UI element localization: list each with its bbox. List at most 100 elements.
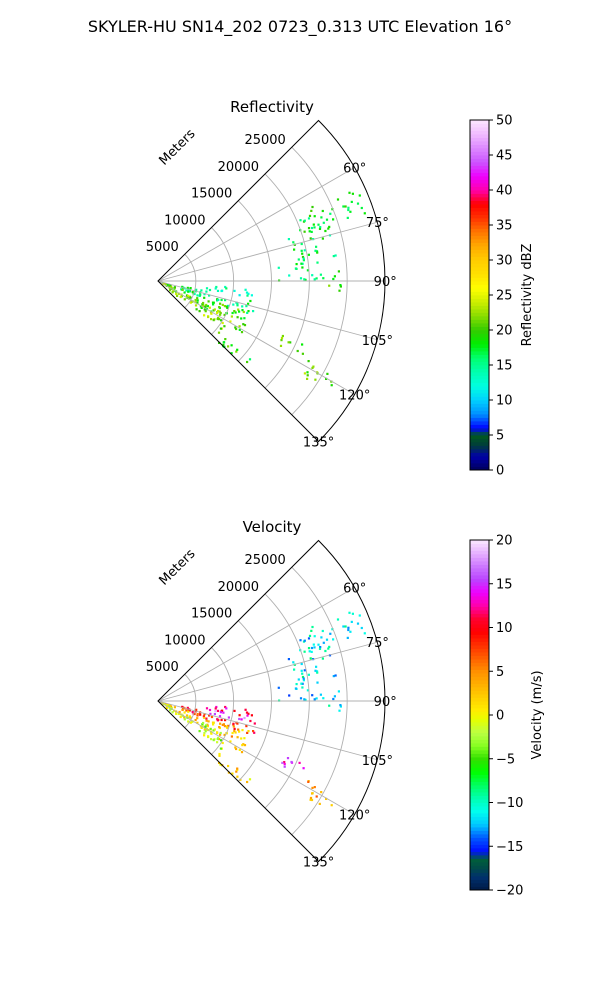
velocity-echo-gate xyxy=(236,768,239,771)
velocity-radial-tick-label: 15000 xyxy=(191,607,232,622)
velocity-echo-gate xyxy=(288,694,291,697)
velocity-echo-gate xyxy=(298,761,301,764)
velocity-colorbar-tick-label: 0 xyxy=(496,709,504,724)
velocity-echo-gate xyxy=(196,717,199,720)
velocity-echo-gate xyxy=(221,723,224,726)
reflectivity-colorbar-segment xyxy=(470,375,489,380)
velocity-echo-gate xyxy=(306,689,309,692)
reflectivity-echo-gate xyxy=(287,238,290,241)
reflectivity-echo-gate xyxy=(214,287,217,290)
reflectivity-colorbar-segment xyxy=(470,211,489,215)
reflectivity-echo-gate xyxy=(332,218,335,221)
reflectivity-colorbar-segment xyxy=(470,414,489,418)
velocity-colorbar-segment xyxy=(470,554,489,558)
reflectivity-colorbar-segment xyxy=(470,372,489,376)
velocity-echo-gate xyxy=(307,637,311,640)
velocity-colorbar-segment xyxy=(470,743,489,747)
velocity-echo-gate xyxy=(183,716,186,719)
reflectivity-colorbar-segment xyxy=(470,386,489,390)
reflectivity-echo-gate xyxy=(307,227,311,230)
reflectivity-echo-gate xyxy=(195,308,198,311)
reflectivity-echo-gate xyxy=(205,287,209,290)
reflectivity-echo-gate xyxy=(233,310,236,313)
reflectivity-echo-gate xyxy=(246,360,249,364)
velocity-echo-gate xyxy=(203,734,206,737)
velocity-echo-gate xyxy=(187,720,190,723)
velocity-echo-gate xyxy=(283,763,286,766)
velocity-echo-gate xyxy=(227,764,230,768)
reflectivity-echo-gate xyxy=(299,219,302,222)
velocity-colorbar-segment xyxy=(470,827,489,831)
reflectivity-colorbar-segment xyxy=(470,337,489,341)
velocity-echo-gate xyxy=(307,673,310,676)
reflectivity-colorbar-segment xyxy=(470,130,489,135)
velocity-colorbar-segment xyxy=(470,610,489,614)
reflectivity-azimuth-spoke xyxy=(157,280,355,395)
reflectivity-echo-gate xyxy=(245,291,249,294)
reflectivity-echo-gate xyxy=(227,345,230,348)
reflectivity-echo-gate xyxy=(312,365,315,368)
reflectivity-echo-gate xyxy=(249,299,252,303)
reflectivity-echo-gate xyxy=(314,249,317,252)
velocity-azimuth-tick-label: 90° xyxy=(374,695,397,710)
velocity-colorbar-segment xyxy=(470,568,489,572)
reflectivity-colorbar-segment xyxy=(470,344,489,348)
reflectivity-echo-gate xyxy=(310,226,314,230)
velocity-echo-gate xyxy=(322,697,325,700)
reflectivity-colorbar-segment xyxy=(470,277,489,282)
reflectivity-echo-gate xyxy=(212,303,215,306)
velocity-colorbar-segment xyxy=(470,746,489,751)
velocity-echo-gate xyxy=(209,727,212,730)
velocity-echo-gate xyxy=(220,718,223,722)
velocity-echo-gate xyxy=(193,712,196,716)
reflectivity-colorbar-segment xyxy=(470,312,489,317)
reflectivity-echo-gate xyxy=(301,352,304,355)
reflectivity-colorbar-segment xyxy=(470,260,489,264)
reflectivity-echo-gate xyxy=(325,218,329,221)
velocity-echo-gate xyxy=(324,649,327,653)
reflectivity-echo-gate xyxy=(339,284,342,287)
reflectivity-echo-gate xyxy=(280,336,284,340)
reflectivity-echo-gate xyxy=(220,319,223,322)
reflectivity-echo-gate xyxy=(175,292,178,295)
velocity-echo-gate xyxy=(358,614,361,617)
reflectivity-colorbar-segment xyxy=(470,284,489,289)
velocity-colorbar-segment xyxy=(470,606,489,611)
reflectivity-colorbar-segment xyxy=(470,305,489,310)
reflectivity-colorbar-segment xyxy=(470,382,489,387)
velocity-colorbar-segment xyxy=(470,578,489,583)
velocity-echo-gate xyxy=(219,711,222,714)
reflectivity-echo-gate xyxy=(221,289,224,292)
reflectivity-echo-gate xyxy=(330,384,333,387)
velocity-echo-gate xyxy=(219,722,222,725)
velocity-colorbar-segment xyxy=(470,711,489,716)
velocity-echo-gate xyxy=(219,731,222,735)
reflectivity-colorbar-segment xyxy=(470,270,489,275)
reflectivity-azimuth-tick-label: 135° xyxy=(303,436,334,451)
velocity-colorbar-segment xyxy=(470,620,489,625)
velocity-colorbar-segment xyxy=(470,739,489,744)
velocity-echo-gate xyxy=(187,710,190,713)
velocity-echo-gate xyxy=(245,725,248,728)
reflectivity-echo-gate xyxy=(177,292,180,295)
velocity-echo-gate xyxy=(216,737,219,741)
reflectivity-echo-gate xyxy=(277,266,280,269)
velocity-echo-gate xyxy=(212,729,215,732)
velocity-colorbar-segment xyxy=(470,564,489,569)
reflectivity-echo-gate xyxy=(241,305,244,308)
velocity-colorbar-segment xyxy=(470,561,489,565)
velocity-echo-gate xyxy=(239,778,242,781)
reflectivity-echo-gate xyxy=(241,309,244,312)
reflectivity-echo-gate xyxy=(219,313,222,316)
velocity-echo-gate xyxy=(234,746,237,749)
velocity-colorbar: −20 −15 −10 −5 0 5 10 15 20 xyxy=(469,534,523,899)
velocity-echo-gate xyxy=(231,772,234,775)
velocity-colorbar-segment xyxy=(470,687,489,691)
reflectivity-colorbar-segment xyxy=(470,141,489,145)
reflectivity-colorbar-segment xyxy=(470,361,489,366)
velocity-colorbar-segment xyxy=(470,704,489,709)
reflectivity-echo-gate xyxy=(333,275,336,278)
velocity-echo-gate xyxy=(189,721,192,724)
velocity-colorbar-segment xyxy=(470,848,489,852)
reflectivity-echo-gate xyxy=(166,284,169,287)
